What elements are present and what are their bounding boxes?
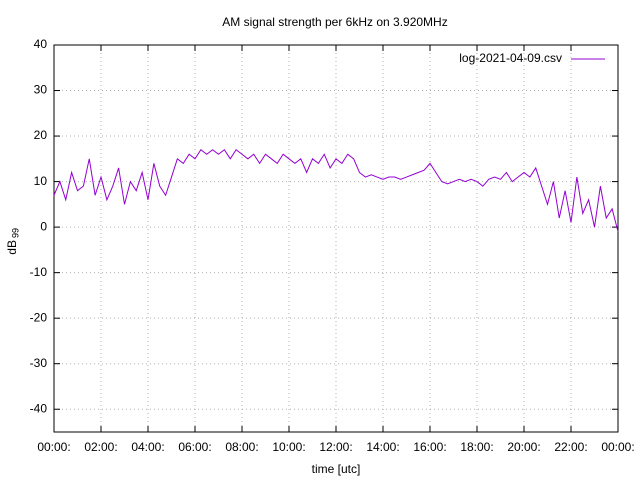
chart-title: AM signal strength per 6kHz on 3.920MHz	[222, 15, 447, 29]
x-tick-label: 06:00:	[178, 440, 211, 454]
y-axis-label-sub: 99	[10, 228, 20, 238]
x-tick-label: 04:00:	[131, 440, 164, 454]
x-tick-label: 00:00:	[601, 440, 634, 454]
x-tick-label: 22:00:	[554, 440, 587, 454]
x-tick-label: 16:00:	[413, 440, 446, 454]
x-tick-label: 08:00:	[225, 440, 258, 454]
x-tick-label: 02:00:	[84, 440, 117, 454]
x-tick-label: 14:00:	[366, 440, 399, 454]
x-tick-label: 20:00:	[507, 440, 540, 454]
y-tick-label: -10	[30, 265, 48, 279]
y-axis-label-main: dB	[5, 240, 19, 255]
legend-label: log-2021-04-09.csv	[459, 51, 562, 65]
plot-frame	[53, 44, 619, 433]
y-tick-label: 30	[34, 83, 48, 97]
y-tick-label: 10	[34, 174, 48, 188]
x-tick-label: 10:00:	[272, 440, 305, 454]
y-tick-label: -30	[30, 356, 48, 370]
x-tick-label: 12:00:	[319, 440, 352, 454]
x-tick-label: 00:00:	[37, 440, 70, 454]
y-axis-label: dB 99	[5, 228, 20, 255]
x-tick-label: 18:00:	[460, 440, 493, 454]
y-tick-label: -20	[30, 310, 48, 324]
y-tick-label: 40	[34, 37, 48, 51]
data-line	[53, 148, 619, 232]
y-tick-label: -40	[30, 401, 48, 415]
y-tick-label: 0	[40, 219, 47, 233]
y-tick-label: 20	[34, 128, 48, 142]
x-axis-label: time [utc]	[312, 462, 361, 476]
